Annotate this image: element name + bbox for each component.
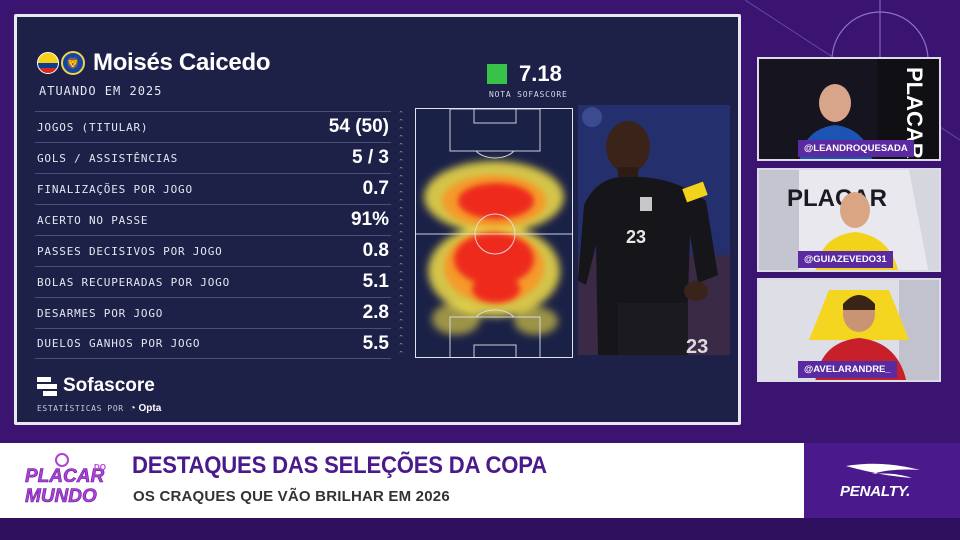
webcam-handle-2: @GUIAZEVEDO31 [798, 251, 893, 268]
segment-title: DESTAQUES DAS SELEÇÕES DA COPA [132, 452, 547, 479]
sofascore-logo-icon [37, 376, 57, 396]
stats-by-label: ESTATÍSTICAS POR [37, 404, 124, 413]
svg-text:23: 23 [686, 336, 708, 355]
stat-row: BOLAS RECUPERADAS POR JOGO 5.1 [35, 266, 391, 297]
player-header: 🦁 Moisés Caicedo [37, 49, 271, 77]
svg-text:PLACAR: PLACAR [25, 466, 104, 487]
stat-value: 5.1 [362, 271, 389, 292]
stat-label: JOGOS (TITULAR) [37, 120, 149, 134]
opta-logo: ◔ Opta [129, 403, 162, 414]
heatmap-pitch [415, 108, 573, 358]
stat-label: BOLAS RECUPERADAS POR JOGO [37, 275, 230, 289]
stat-value: 54 (50) [328, 116, 389, 137]
stat-value: 0.7 [362, 178, 389, 199]
rating-label: NOTA SOFASCORE [489, 90, 568, 99]
stat-value: 91% [350, 209, 389, 230]
placar-do-mundo-logo: PLACAR DO MUNDO [25, 453, 106, 507]
stat-label: GOLS / ASSISTÊNCIAS [37, 151, 179, 165]
stat-value: 2.8 [362, 302, 389, 323]
rating-block: 7.18 [487, 61, 562, 87]
stats-by-line: ESTATÍSTICAS POR ◔ Opta [37, 403, 161, 414]
stat-label: PASSES DECISIVOS POR JOGO [37, 244, 223, 258]
svg-text:MUNDO: MUNDO [25, 486, 97, 507]
opta-icon: ◔ [129, 403, 136, 414]
chelsea-crest-icon: 🦁 [61, 51, 85, 75]
stat-row: ACERTO NO PASSE 91% [35, 204, 391, 235]
stat-row: GOLS / ASSISTÊNCIAS 5 / 3 [35, 142, 391, 173]
stats-card: 🦁 Moisés Caicedo ATUANDO EM 2025 JOGOS (… [14, 14, 741, 425]
stat-label: DUELOS GANHOS POR JOGO [37, 337, 201, 350]
stat-row: DESARMES POR JOGO 2.8 [35, 297, 391, 328]
webcam-panel-2: PLACAR @GUIAZEVEDO31 [757, 168, 941, 272]
penalty-logo-icon [846, 463, 920, 478]
svg-text:DO: DO [94, 463, 106, 472]
segment-subtitle: OS CRAQUES QUE VÃO BRILHAR EM 2026 [133, 488, 450, 505]
rating-value: 7.18 [519, 61, 562, 86]
rating-color-square [487, 64, 507, 84]
svg-text:PLACAR: PLACAR [787, 185, 887, 212]
lower-third [0, 443, 804, 518]
stat-value: 5.5 [362, 332, 389, 354]
divider-chevrons: ⌃ ⌃ ⌃ ⌃ ⌃ ⌃ ⌃ ⌃ ⌃ ⌃ ⌃ ⌃ ⌃ ⌃ ⌃ ⌃ ⌃ ⌃ ⌃ ⌃ ⌃ ⌃ ⌃ ⌃ ⌃ ⌃ ⌃ ⌃ ⌃ ⌃ ⌃ [398, 111, 404, 357]
webcam-panel-3: @AVELARANDRE_ [757, 278, 941, 382]
stat-row: FINALIZAÇÕES POR JOGO 0.7 [35, 173, 391, 204]
stat-label: ACERTO NO PASSE [37, 213, 149, 227]
player-name: Moisés Caicedo [93, 49, 271, 76]
stats-table: JOGOS (TITULAR) 54 (50) GOLS / ASSISTÊNCIA… [35, 111, 391, 359]
player-photo: 23 23 [578, 105, 730, 355]
webcam-handle-1: @LEANDROQUESADA [798, 140, 914, 157]
stat-row: DUELOS GANHOS POR JOGO 5.5 [35, 328, 391, 359]
stat-row: JOGOS (TITULAR) 54 (50) [35, 111, 391, 142]
sponsor-panel [804, 443, 960, 518]
webcam-feed-2: PLACAR [759, 170, 939, 270]
season-label: ATUANDO EM 2025 [39, 84, 163, 98]
sofascore-brand: Sofascore [37, 375, 155, 397]
stat-value: 5 / 3 [352, 147, 389, 168]
stat-row: PASSES DECISIVOS POR JOGO 0.8 [35, 235, 391, 266]
brand-name: Sofascore [63, 375, 155, 396]
stat-label: DESARMES POR JOGO [37, 306, 164, 320]
player-silhouette: 23 23 [578, 105, 730, 355]
stat-label: FINALIZAÇÕES POR JOGO [37, 182, 193, 196]
heatmap-graphic [416, 109, 572, 357]
stat-value: 0.8 [362, 240, 389, 261]
ecuador-flag-icon [37, 52, 59, 74]
bottom-bar [0, 518, 960, 540]
sponsor-name: PENALTY. [840, 483, 911, 500]
webcam-handle-3: @AVELARANDRE_ [798, 361, 897, 378]
svg-text:23: 23 [626, 227, 646, 247]
webcam-panel-1: PLACAR @LEANDROQUESADA [757, 57, 941, 161]
